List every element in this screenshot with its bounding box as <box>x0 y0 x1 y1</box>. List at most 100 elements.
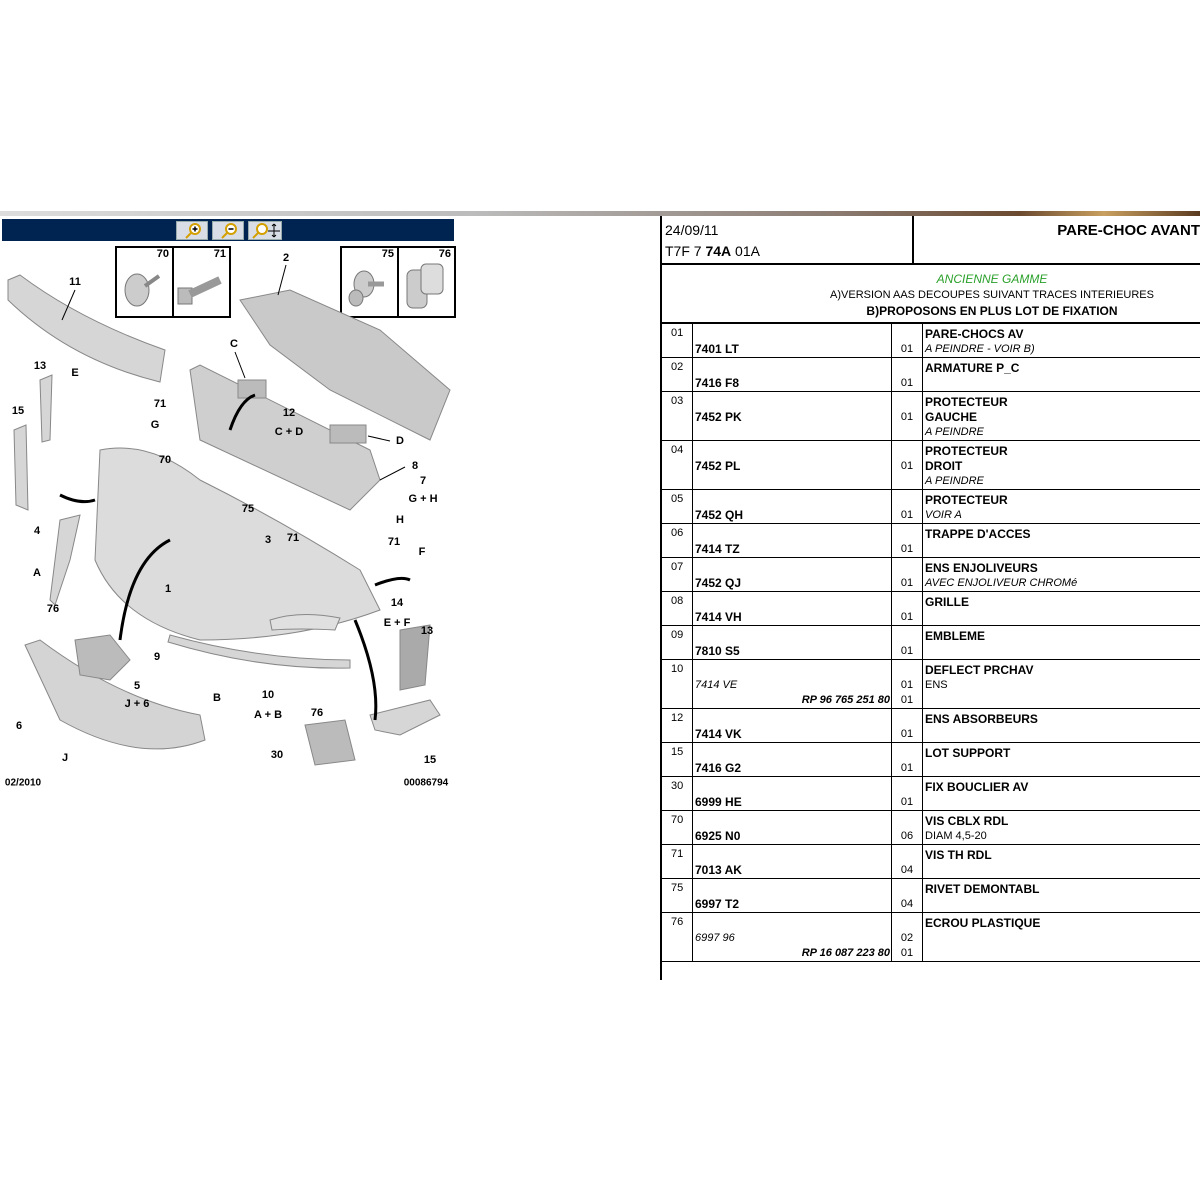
part-row[interactable]: 03 7452 PK 01 PROTECTEUR GAUCHE A PEINDRE <box>662 391 1200 441</box>
qty-line: 01 <box>900 645 914 657</box>
support-15 <box>13 424 29 511</box>
callout-label: 13 <box>33 360 47 372</box>
part-quantity: 01 <box>891 625 923 660</box>
ref-line <box>693 777 891 795</box>
ref-line <box>693 626 891 644</box>
part-reference: 7452 PL <box>692 440 892 490</box>
part-row[interactable]: 06 7414 TZ 01 TRAPPE D'ACCES <box>662 523 1200 558</box>
desc-line: EMBLEME <box>925 629 985 643</box>
desc-line: DROIT <box>925 459 963 473</box>
part-description: LOT SUPPORT <box>922 742 1200 777</box>
part-row[interactable]: 07 7452 QJ 01 ENS ENJOLIVEURS AVEC ENJOLIVEU… <box>662 557 1200 592</box>
note-a: A)VERSION AAS DECOUPES SUIVANT TRACES IN… <box>830 289 1154 301</box>
zoom-in-icon <box>185 223 201 239</box>
inset-label: 76 <box>438 248 451 260</box>
item-number: 12 <box>671 712 684 724</box>
part-quantity: 01 01 <box>891 659 923 709</box>
qty-line <box>892 913 922 931</box>
ref-line: 7452 PL <box>695 459 741 473</box>
ref-line <box>693 392 891 410</box>
parts-list-panel: 24/09/11 T7F 7 74A 01A PARE-CHOC AVANT A… <box>660 216 1200 980</box>
callout-label: F <box>418 546 426 558</box>
part-number: 02 <box>662 357 693 392</box>
desc-line: VIS TH RDL <box>925 848 992 862</box>
item-number: 30 <box>671 780 684 792</box>
qty-line <box>892 558 922 576</box>
qty-line <box>892 474 922 489</box>
callout-label: J <box>61 752 69 764</box>
part-number: 09 <box>662 625 693 660</box>
inset-part-71: 71 <box>172 246 231 318</box>
part-row[interactable]: 70 6925 N0 06 VIS CBLX RDL DIAM 4,5-20 <box>662 810 1200 845</box>
part-row[interactable]: 08 7414 VH 01 GRILLE <box>662 591 1200 626</box>
part-reference: 7414 VE RP 96 765 251 80 <box>692 659 892 709</box>
part-number: 05 <box>662 489 693 524</box>
ref-line: 7013 AK <box>695 863 742 877</box>
ref-line <box>693 474 891 489</box>
part-reference: 7414 VK <box>692 708 892 743</box>
part-row[interactable]: 75 6997 T2 04 RIVET DEMONTABL <box>662 878 1200 913</box>
absorber-C <box>237 379 267 399</box>
zoom-pan-button[interactable] <box>248 221 282 240</box>
item-number: 03 <box>671 395 684 407</box>
desc-line: ENS ENJOLIVEURS <box>925 561 1038 575</box>
ref-line: 6997 T2 <box>695 897 740 911</box>
part-row[interactable]: 76 6997 96 RP 16 087 223 80 02 01 ECROU PLAST… <box>662 912 1200 962</box>
item-number: 01 <box>671 327 684 339</box>
part-quantity: 01 <box>891 523 923 558</box>
desc-line: FIX BOUCLIER AV <box>925 780 1029 794</box>
callout-label: 71 <box>153 398 167 410</box>
part-reference: 7416 F8 <box>692 357 892 392</box>
inset-label: 71 <box>213 248 226 260</box>
callout-label: 11 <box>69 276 81 288</box>
part-reference: 7414 TZ <box>692 523 892 558</box>
parts-table: 01 7401 LT 01 PARE-CHOCS AV A PEINDRE - VOIR… <box>662 323 1200 962</box>
item-number: 04 <box>671 444 684 456</box>
callout-label: C <box>230 338 238 350</box>
zoom-out-button[interactable] <box>212 221 244 240</box>
callout-label: E + F <box>383 617 411 629</box>
part-description: DEFLECT PRCHAV ENS <box>922 659 1200 709</box>
item-number: 75 <box>671 882 684 894</box>
emblem-9 <box>74 634 131 681</box>
part-row[interactable]: 30 6999 HE 01 FIX BOUCLIER AV <box>662 776 1200 811</box>
part-description: VIS CBLX RDL DIAM 4,5-20 <box>922 810 1200 845</box>
part-row[interactable]: 71 7013 AK 04 VIS TH RDL <box>662 844 1200 879</box>
part-row[interactable]: 10 7414 VE RP 96 765 251 80 01 01 DEFLECT PRC… <box>662 659 1200 709</box>
desc-line: A PEINDRE <box>925 475 984 487</box>
part-quantity: 01 <box>891 591 923 626</box>
part-reference: 7452 QJ <box>692 557 892 592</box>
desc-line: ENS <box>925 679 948 691</box>
part-quantity: 01 <box>891 557 923 592</box>
callout-label: G <box>150 419 160 431</box>
diagram-drawing-number: 00086794 <box>403 777 449 789</box>
code-bold: 74A <box>705 243 732 259</box>
strip-A <box>49 514 81 606</box>
callout-label: 7 <box>419 475 427 487</box>
part-row[interactable]: 15 7416 G2 01 LOT SUPPORT <box>662 742 1200 777</box>
part-description: PROTECTEUR GAUCHE A PEINDRE <box>922 391 1200 441</box>
code-prefix: T7F 7 <box>665 243 706 259</box>
part-description: ENS ABSORBEURS <box>922 708 1200 743</box>
callout-label: A + B <box>253 709 283 721</box>
ref-line: 7416 F8 <box>695 376 740 390</box>
fixation-kit-30 <box>304 719 356 766</box>
ref-line: 7416 G2 <box>695 761 742 775</box>
zoom-in-button[interactable] <box>176 221 208 240</box>
part-number: 06 <box>662 523 693 558</box>
part-row[interactable]: 01 7401 LT 01 PARE-CHOCS AV A PEINDRE - VOIR… <box>662 323 1200 358</box>
part-row[interactable]: 09 7810 S5 01 EMBLEME <box>662 625 1200 660</box>
part-description: ARMATURE P_C <box>922 357 1200 392</box>
inset-part-75: 75 <box>340 246 399 318</box>
part-row[interactable]: 02 7416 F8 01 ARMATURE P_C <box>662 357 1200 392</box>
item-number: 05 <box>671 493 684 505</box>
ref-line: 6999 HE <box>695 795 742 809</box>
part-number: 07 <box>662 557 693 592</box>
part-row[interactable]: 12 7414 VK 01 ENS ABSORBEURS <box>662 708 1200 743</box>
part-row[interactable]: 04 7452 PL 01 PROTECTEUR DROIT A PEINDRE <box>662 440 1200 490</box>
part-row[interactable]: 05 7452 QH 01 PROTECTEUR VOIR A <box>662 489 1200 524</box>
desc-line <box>923 761 1200 776</box>
desc-line: ARMATURE P_C <box>925 361 1020 375</box>
callout-label: 5 <box>133 680 141 692</box>
callout-label: D <box>396 435 404 447</box>
